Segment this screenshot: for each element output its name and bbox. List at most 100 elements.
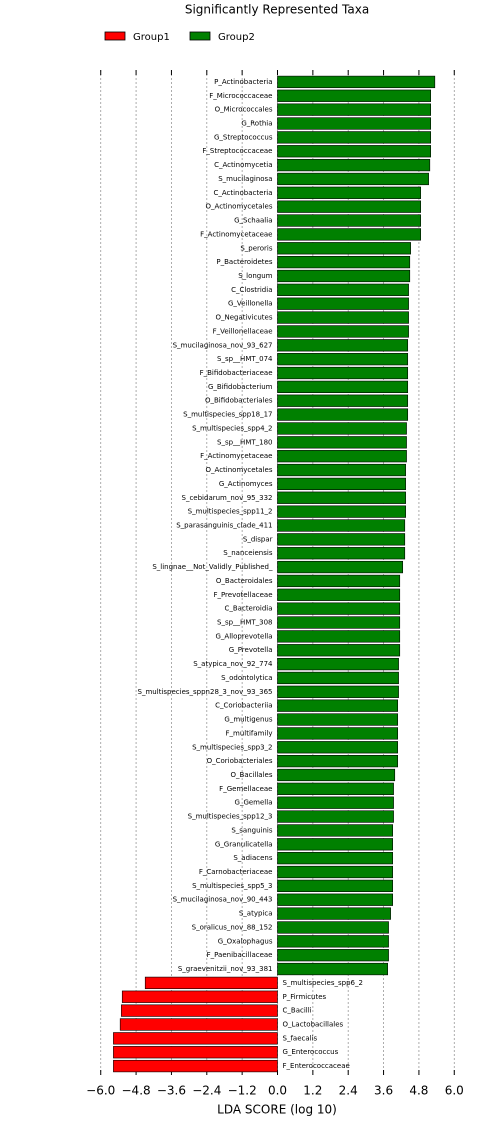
category-label: C_Actinobacteria	[213, 189, 272, 197]
category-label: F_Gemellaceae	[219, 785, 272, 793]
bar	[119, 1018, 278, 1031]
category-label: G_Enterococcus	[283, 1048, 339, 1056]
bar	[144, 976, 278, 990]
bar	[277, 89, 431, 102]
bar	[277, 283, 409, 296]
legend-label: Group2	[218, 32, 255, 43]
category-label: F_Streptococcaceae	[202, 147, 272, 155]
bar	[277, 921, 389, 934]
category-label: O_Micrococcales	[215, 106, 273, 114]
category-label: F_Prevotellaceae	[213, 591, 272, 599]
bar	[277, 422, 407, 435]
x-tick-label: 1.2	[303, 1084, 322, 1098]
category-label: F_Actinomycetaceae	[200, 230, 272, 238]
category-label: F_multifamily	[225, 729, 272, 737]
category-label: C_Coriobacteriia	[215, 702, 272, 710]
category-label: F_Enterococcaceae	[283, 1062, 350, 1070]
bar	[277, 145, 431, 158]
bar	[277, 657, 399, 671]
category-label: S_lingnae__Not_Validly_Published_	[152, 563, 273, 571]
legend-label: Group1	[133, 32, 170, 43]
bar	[113, 1046, 278, 1059]
bar	[277, 366, 409, 380]
bar	[277, 269, 411, 283]
bar	[277, 408, 409, 421]
bar	[277, 630, 401, 643]
category-label: G_Streptococcus	[214, 133, 273, 141]
x-tick-label: 4.8	[409, 1084, 428, 1098]
x-tick-label: −1.2	[228, 1084, 257, 1098]
category-label: S_nanceiensis	[223, 549, 273, 557]
category-label: S_mucilaginosa_nov_90_443	[173, 896, 273, 904]
category-label: O_Actinomycetales	[206, 203, 273, 211]
x-tick-label: −6.0	[86, 1084, 115, 1098]
bar	[277, 311, 409, 324]
bar	[277, 796, 394, 809]
category-label: G_Veillonella	[228, 300, 273, 308]
bar	[121, 1004, 278, 1017]
category-label: S_graevenitzii_nov_93_381	[178, 965, 273, 973]
bar	[277, 727, 399, 740]
bar	[277, 935, 389, 948]
category-label: O_Actinomycetales	[206, 466, 273, 474]
category-label: O_Bacillales	[231, 771, 273, 779]
category-label: S_mucilaginosa_nov_93_627	[173, 341, 273, 349]
bar	[277, 907, 391, 920]
category-label: G_Oxalophagus	[218, 937, 273, 945]
category-label: G_Granulicatella	[215, 840, 273, 848]
bar	[277, 103, 431, 116]
bar	[277, 755, 399, 768]
category-label: S_multispecies_sppn28_3_nov_93_365	[138, 688, 273, 696]
x-tick-label: −2.4	[192, 1084, 221, 1098]
category-label: S_atypica_nov_92_774	[193, 660, 273, 668]
bar	[277, 644, 401, 657]
bar	[277, 242, 411, 255]
category-label: P_Actinobacteria	[214, 78, 272, 86]
x-tick-label: 0.0	[268, 1084, 287, 1098]
bar	[277, 865, 393, 879]
category-label: C_Bacilli	[283, 1007, 312, 1015]
x-axis-label: LDA SCORE (log 10)	[217, 1103, 337, 1117]
bar	[277, 699, 399, 712]
bar	[277, 339, 409, 352]
bar	[277, 574, 401, 588]
category-label: S_longum	[238, 272, 272, 280]
category-label: S_dispar	[243, 535, 273, 543]
bar	[277, 852, 393, 865]
category-label: P_Firmicutes	[283, 993, 327, 1001]
category-label: F_Actinomycetaceae	[200, 452, 272, 460]
legend-swatch	[104, 31, 126, 41]
category-label: S_atypica	[239, 910, 273, 918]
bar	[277, 200, 421, 213]
category-label: F_Bifidobacteriaceae	[200, 369, 273, 377]
category-label: S_multispecies_spp12_3	[188, 813, 273, 821]
category-label: G_Schaalia	[234, 217, 272, 225]
category-label: S_multispecies_spp6_2	[283, 979, 363, 987]
bar	[277, 879, 393, 892]
bar	[277, 588, 401, 601]
bar	[277, 186, 421, 199]
x-tick-label: −4.8	[122, 1084, 151, 1098]
category-label: S_odontolytica	[221, 674, 272, 682]
category-label: S_sp__HMT_180	[217, 438, 272, 446]
bar	[277, 949, 389, 962]
bar	[277, 380, 409, 393]
category-label: S_multispecies_spp5_3	[192, 882, 272, 890]
bar	[277, 353, 409, 366]
bar	[277, 131, 431, 144]
bar	[277, 463, 406, 477]
bar	[277, 768, 396, 782]
category-label: F_Carnobacteriaceae	[199, 868, 273, 876]
bar	[277, 560, 404, 574]
bar	[277, 782, 394, 795]
category-label: G_Prevotella	[229, 646, 273, 654]
category-label: P_Bacteroidetes	[216, 258, 272, 266]
bar	[277, 671, 399, 685]
category-label: S_cebidarum_nov_95_332	[182, 494, 273, 502]
category-label: G_Gemella	[235, 799, 273, 807]
bar	[277, 838, 393, 851]
category-label: S_sp__HMT_308	[217, 619, 272, 627]
bar	[277, 172, 429, 186]
chart-title: Significantly Represented Taxa	[185, 3, 369, 17]
